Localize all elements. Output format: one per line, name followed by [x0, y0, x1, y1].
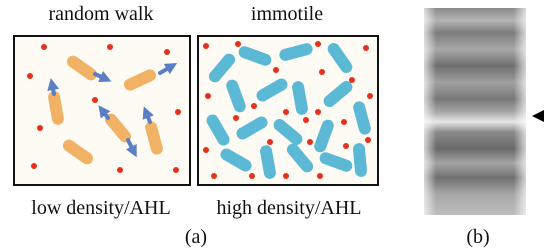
- molecule: [341, 119, 347, 125]
- band-marker: [532, 110, 544, 122]
- right-title: immotile: [251, 3, 323, 25]
- molecule: [367, 93, 373, 99]
- molecule: [173, 167, 179, 173]
- motion-arrow: [52, 84, 54, 94]
- figure: random walk immotile: [0, 0, 544, 250]
- molecule: [107, 44, 113, 50]
- molecule: [319, 69, 325, 75]
- left-panel: [14, 36, 190, 185]
- gel-panel: [424, 8, 544, 215]
- panel-label: (a): [185, 226, 207, 248]
- molecule: [283, 173, 289, 179]
- left-title: random walk: [49, 3, 154, 25]
- molecule: [365, 137, 371, 143]
- molecule: [211, 173, 217, 179]
- molecule: [273, 67, 279, 73]
- panel-label: (b): [466, 226, 489, 248]
- molecule: [267, 139, 273, 145]
- molecule: [315, 41, 321, 47]
- molecule: [315, 109, 321, 115]
- molecule: [251, 103, 257, 109]
- right-panel: [198, 36, 378, 185]
- molecule: [349, 77, 355, 83]
- molecule: [303, 117, 309, 123]
- molecule: [92, 97, 98, 103]
- molecule: [249, 173, 255, 179]
- molecule: [164, 49, 170, 55]
- molecule: [363, 45, 369, 51]
- molecule: [307, 139, 313, 145]
- molecule: [37, 125, 43, 131]
- gel-edge: [424, 8, 526, 215]
- molecule: [205, 93, 211, 99]
- molecule: [203, 43, 209, 49]
- molecule: [41, 44, 47, 50]
- molecule: [283, 109, 289, 115]
- molecule: [317, 173, 323, 179]
- molecule: [117, 167, 123, 173]
- molecule: [233, 115, 239, 121]
- molecule: [175, 109, 181, 115]
- right-caption: high density/AHL: [217, 197, 362, 219]
- molecule: [31, 163, 37, 169]
- molecule: [343, 143, 349, 149]
- molecule: [27, 73, 33, 79]
- left-caption: low density/AHL: [31, 197, 170, 219]
- molecule: [235, 41, 241, 47]
- molecule: [203, 147, 209, 153]
